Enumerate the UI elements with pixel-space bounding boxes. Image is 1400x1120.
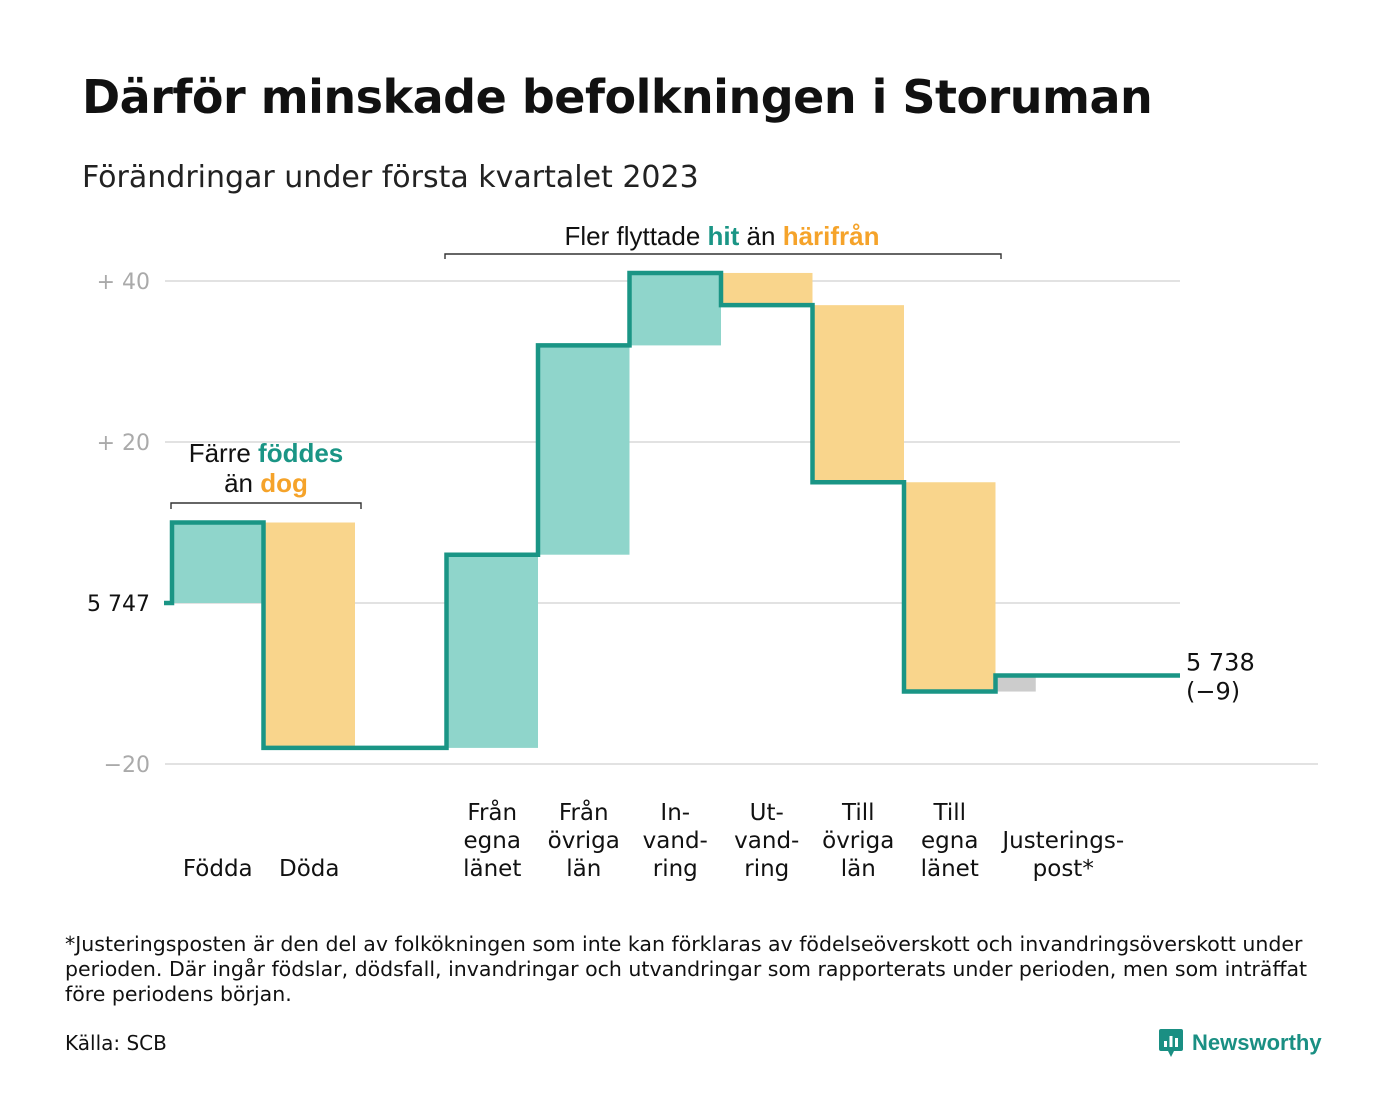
end-value-labels: 5 738(−9) [1186,648,1255,705]
waterfall-bar-decrease [812,305,904,483]
chart-subtitle: Förändringar under första kvartalet 2023 [82,160,699,195]
category-label: län [566,856,601,882]
annotation-span-orange: dog [260,468,308,498]
category-label: In- [660,800,690,826]
y-axis-ticks: + 40 + 20 −20 5 747 [87,270,150,778]
category-label: ring [744,856,789,882]
annotation-span-orange: härifrån [783,221,880,251]
annotation-span-plain: än [224,468,260,498]
annotation-bracket [170,502,362,509]
annotation-span-plain: än [739,221,782,251]
annotation-span-plain: Färre [189,438,258,468]
category-label: övriga [548,828,620,854]
y-tick-label: −20 [104,753,150,778]
annotation-births-deaths-line2: än dog [224,468,308,498]
category-label: Ut- [750,800,784,826]
annotation-span-teal: hit [708,221,740,251]
category-label: övriga [822,828,894,854]
category-label: Döda [279,856,339,882]
annotation-span-plain: Fler flyttade [564,221,707,251]
waterfall-bar-adjustment [997,675,1036,692]
category-label: län [841,856,876,882]
waterfall-bar-decrease [263,522,355,748]
start-value-label: 5 747 [87,592,150,617]
category-label: ring [653,856,698,882]
end-value-label: 5 738 [1186,648,1255,676]
waterfall-bar-increase [629,272,721,346]
brand-logo: Newsworthy [1158,1027,1322,1059]
category-label: länet [463,856,521,882]
waterfall-bar-increase [538,345,630,555]
annotation-migration: Fler flyttade hit än härifrån [564,221,879,251]
waterfall-bar-increase [172,522,264,603]
waterfall-chart: + 40+ 20−205 747 Födda DödaFrånegnalänetF… [87,221,1318,882]
category-label: egna [921,828,978,854]
category-labels: Födda DödaFrånegnalänetFrånövrigalänIn-va… [183,798,1124,882]
annotation-births-deaths-line1: Färre föddes [189,438,344,468]
category-label: Till [841,800,875,826]
category-label: Justerings- [1000,828,1124,854]
step-line [164,270,1180,751]
annotation-bracket [444,253,1002,259]
chart-title: Därför minskade befolkningen i Storuman [82,70,1153,124]
category-label: egna [464,828,521,854]
category-label: vand- [643,828,708,854]
step-line-layer [164,270,1180,751]
brand-name: Newsworthy [1192,1030,1322,1055]
category-label: Från [467,798,517,826]
category-label: länet [921,856,979,882]
y-tick-label: + 20 [97,431,150,456]
waterfall-bar-decrease [721,272,813,306]
waterfall-bars [172,272,1036,748]
category-label: vand- [734,828,799,854]
waterfall-bar-increase [446,554,538,748]
category-label: Från [559,798,609,826]
category-label: post* [1033,856,1094,882]
newsworthy-logo-icon [1159,1029,1183,1057]
category-label: Till [932,800,966,826]
y-tick-label: + 40 [97,270,150,295]
end-change-label: (−9) [1186,677,1240,705]
source-note: Källa: SCB [65,1031,167,1055]
annotation-span-teal: föddes [258,438,343,468]
footnote: *Justeringsposten är den del av folkökni… [65,932,1308,1006]
waterfall-bar-decrease [904,482,996,692]
category-label: Födda [183,856,253,882]
